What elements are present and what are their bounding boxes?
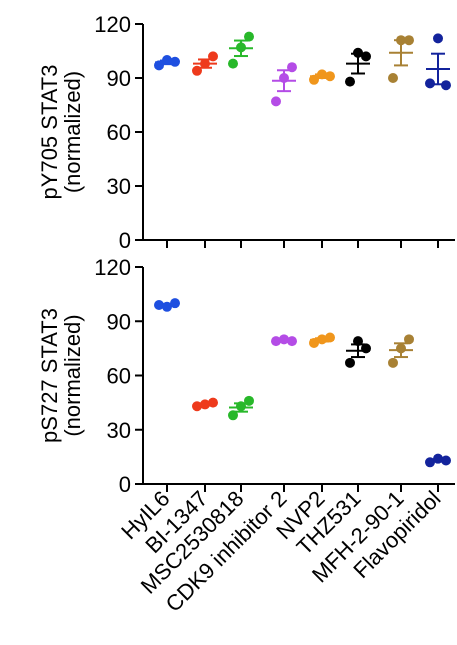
data-point [271, 96, 281, 107]
y-tick-label: 60 [107, 364, 131, 389]
data-point [200, 399, 210, 410]
data-point [425, 78, 435, 89]
group-mfh-2-90-1 [388, 35, 414, 248]
data-point [388, 73, 398, 83]
y-axis-label: pY705 STAT3 [37, 65, 62, 200]
y-axis-label: (normalized) [60, 314, 85, 436]
data-point [236, 42, 246, 53]
y-axis-label: pS727 STAT3 [37, 308, 62, 443]
data-point [353, 47, 363, 58]
data-point [279, 334, 289, 345]
data-point [396, 35, 406, 46]
data-point [154, 299, 164, 310]
data-point [361, 51, 371, 62]
group-cdk9-inhibitor-2 [271, 62, 297, 248]
y-tick-label: 90 [107, 309, 131, 334]
data-point [279, 73, 289, 83]
data-point [208, 51, 218, 62]
group-thz531 [345, 47, 371, 248]
group-bi-1347 [192, 51, 218, 248]
data-point [236, 401, 246, 412]
data-point [425, 457, 435, 468]
data-point [404, 334, 414, 345]
data-point [361, 343, 371, 354]
data-point [345, 76, 355, 87]
data-point [170, 298, 180, 309]
data-point [287, 62, 297, 73]
data-point [271, 336, 281, 347]
data-point [192, 401, 202, 412]
data-point [162, 301, 172, 312]
y-tick-label: 30 [107, 418, 131, 443]
data-point [244, 31, 254, 42]
data-point [208, 397, 218, 408]
group-cdk9-inhibitor-2: CDK9 inhibitor 2 [161, 334, 297, 617]
y-tick-label: 90 [107, 66, 131, 91]
data-point [309, 337, 319, 348]
y-tick-label: 0 [119, 228, 131, 253]
data-point [345, 357, 355, 368]
data-point [325, 71, 335, 82]
data-point [317, 334, 327, 345]
group-hyil6 [154, 55, 180, 248]
y-tick-label: 0 [119, 472, 131, 497]
data-point [170, 56, 180, 67]
data-point [433, 453, 443, 464]
data-point [228, 58, 238, 69]
data-point [154, 60, 164, 71]
data-point [441, 455, 451, 466]
y-tick-label: 30 [107, 174, 131, 199]
data-point [309, 74, 319, 85]
group-nvp2 [309, 69, 335, 248]
data-point [317, 69, 327, 80]
data-point [404, 35, 414, 46]
data-point [228, 410, 238, 421]
panel-py705: 0 30 60 90 120 pY705 STAT3(normalized) [37, 12, 455, 253]
group-flavopiridol [425, 33, 451, 248]
data-point [396, 343, 406, 354]
group-msc2530818 [228, 31, 254, 248]
data-point [192, 65, 202, 76]
y-axis-label: (normalized) [60, 71, 85, 193]
y-tick-label: 60 [107, 120, 131, 145]
y-tick-label: 120 [94, 255, 131, 280]
data-point [162, 55, 172, 65]
data-point [433, 33, 443, 44]
y-tick-label: 120 [94, 12, 131, 37]
data-point [287, 336, 297, 347]
data-point [325, 332, 335, 343]
data-point [200, 58, 210, 69]
data-point [388, 357, 398, 368]
data-point [244, 395, 254, 406]
data-point [441, 80, 451, 91]
data-point [353, 336, 363, 347]
